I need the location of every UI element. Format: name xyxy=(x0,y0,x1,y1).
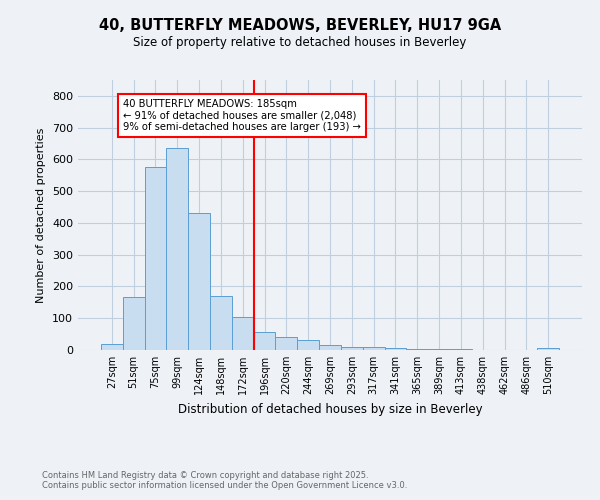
Text: 40, BUTTERFLY MEADOWS, BEVERLEY, HU17 9GA: 40, BUTTERFLY MEADOWS, BEVERLEY, HU17 9G… xyxy=(99,18,501,32)
Bar xyxy=(101,344,123,350)
Bar xyxy=(537,348,559,350)
Text: Size of property relative to detached houses in Beverley: Size of property relative to detached ho… xyxy=(133,36,467,49)
Text: 40 BUTTERFLY MEADOWS: 185sqm
← 91% of detached houses are smaller (2,048)
9% of : 40 BUTTERFLY MEADOWS: 185sqm ← 91% of de… xyxy=(123,99,361,132)
Bar xyxy=(210,296,232,350)
Bar xyxy=(385,348,406,350)
Bar xyxy=(275,336,297,350)
Bar xyxy=(254,332,275,350)
Bar xyxy=(188,214,210,350)
Bar xyxy=(145,168,166,350)
Y-axis label: Number of detached properties: Number of detached properties xyxy=(37,128,46,302)
Bar xyxy=(297,340,319,350)
Text: Contains HM Land Registry data © Crown copyright and database right 2025.
Contai: Contains HM Land Registry data © Crown c… xyxy=(42,470,407,490)
Bar xyxy=(319,345,341,350)
Bar xyxy=(363,348,385,350)
Bar xyxy=(341,347,363,350)
X-axis label: Distribution of detached houses by size in Beverley: Distribution of detached houses by size … xyxy=(178,402,482,415)
Bar xyxy=(123,296,145,350)
Bar xyxy=(232,316,254,350)
Bar xyxy=(166,148,188,350)
Bar xyxy=(406,348,428,350)
